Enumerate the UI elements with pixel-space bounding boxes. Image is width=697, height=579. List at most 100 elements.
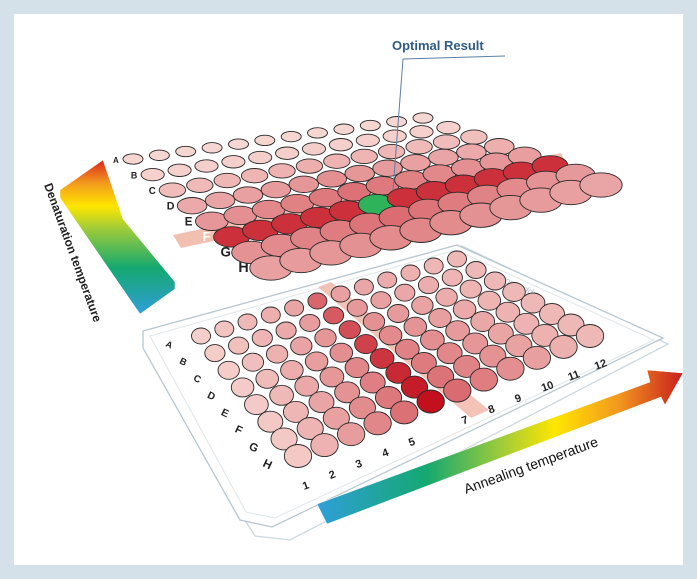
bottom-well-A11 (423, 257, 444, 275)
top-well-B12 (436, 120, 461, 135)
bottom-well-C2 (241, 352, 265, 372)
annealing-arrow-shape (316, 369, 683, 525)
top-well-C3 (213, 172, 241, 189)
bottom-column-label-6: 6 (434, 425, 444, 438)
top-well-C8 (350, 148, 378, 165)
figure-svg: Denaturation temperature eppendorf ABCDE… (41, 38, 683, 541)
top-well-A7 (280, 130, 302, 143)
top-well-C6 (295, 158, 324, 174)
bottom-row-label-E: E (219, 406, 230, 420)
bottom-well-D4 (304, 351, 329, 372)
top-well-D4 (260, 180, 292, 199)
bottom-column-label-11: 11 (566, 368, 581, 383)
bottom-well-A2 (214, 320, 235, 338)
top-well-A2 (148, 149, 170, 161)
bottom-well-A7 (330, 285, 351, 303)
top-plate-wells (122, 112, 623, 281)
bottom-well-F8 (436, 342, 463, 365)
bottom-well-C3 (265, 344, 289, 364)
top-well-A4 (201, 142, 223, 154)
bottom-plate-rim (149, 249, 656, 519)
bottom-column-label-2: 2 (327, 469, 337, 482)
bottom-well-H4 (363, 411, 392, 436)
top-well-A11 (386, 116, 408, 128)
bottom-well-B12 (465, 261, 487, 279)
bottom-well-A3 (237, 313, 258, 331)
bottom-plate-wells (191, 250, 605, 468)
callout-label: Optimal Result (392, 38, 484, 53)
top-row-label-C: C (149, 186, 156, 197)
bottom-well-G4 (348, 396, 376, 420)
bottom-well-B2 (228, 336, 250, 355)
bottom-well-E3 (294, 375, 320, 397)
bottom-well-H10 (522, 345, 552, 370)
bottom-well-G6 (400, 375, 429, 399)
bottom-well-B10 (417, 276, 440, 295)
bottom-row-label-F: F (233, 424, 244, 438)
bottom-well-B9 (394, 283, 416, 302)
top-row-label-D: D (167, 201, 175, 213)
bottom-well-E1 (244, 394, 269, 416)
bottom-well-B6 (323, 306, 345, 325)
top-well-C11 (432, 134, 461, 150)
top-well-D3 (232, 186, 264, 204)
bottom-well-G1 (270, 427, 298, 451)
bottom-well-H9 (496, 356, 525, 381)
top-well-A12 (412, 112, 434, 124)
top-well-A3 (175, 145, 197, 158)
bottom-column-label-12: 12 (593, 357, 609, 372)
bottom-well-C1 (217, 360, 240, 380)
bottom-well-A9 (377, 271, 398, 289)
top-well-C10 (405, 139, 433, 155)
top-well-A9 (333, 123, 355, 135)
bottom-column-label-8: 8 (487, 403, 497, 416)
bottom-row-label-B: B (178, 355, 189, 368)
bottom-row-label-A: A (164, 339, 175, 351)
bottom-well-A10 (400, 264, 421, 282)
bottom-well-D10 (452, 299, 477, 320)
bottom-well-E6 (369, 347, 395, 369)
top-well-B6 (275, 146, 300, 160)
bottom-well-C4 (290, 336, 313, 356)
top-well-A5 (228, 138, 249, 150)
bottom-well-E11 (495, 301, 521, 323)
bottom-well-F1 (257, 410, 284, 433)
bottom-well-H5 (390, 400, 419, 425)
top-well-B8 (328, 138, 353, 152)
bottom-column-label-4: 4 (381, 446, 392, 460)
bottom-well-H3 (336, 422, 366, 447)
top-well-A1 (122, 153, 144, 165)
denaturation-gradient-arrow: Denaturation temperature (41, 159, 176, 324)
top-well-C12 (460, 129, 488, 145)
bottom-well-A6 (307, 292, 328, 310)
top-row-label-H: H (238, 260, 248, 276)
bottom-well-E2 (269, 384, 294, 406)
bottom-well-F4 (334, 381, 361, 404)
bottom-well-A1 (191, 327, 211, 345)
bottom-well-C9 (411, 295, 434, 315)
bottom-well-H7 (443, 378, 472, 403)
bottom-well-B5 (299, 313, 321, 332)
top-well-D1 (176, 197, 208, 215)
bottom-well-D7 (378, 325, 403, 346)
bottom-well-C5 (314, 328, 337, 348)
bottom-well-B11 (441, 268, 463, 287)
bottom-well-F2 (282, 400, 309, 423)
bottom-well-C11 (459, 279, 482, 299)
bottom-well-D8 (403, 316, 428, 337)
bottom-well-E10 (470, 311, 496, 332)
top-well-B1 (140, 167, 165, 182)
bottom-column-label-1: 1 (301, 479, 311, 492)
bottom-well-D11 (477, 290, 502, 311)
top-well-C2 (186, 177, 214, 193)
top-row-label-F: F (203, 230, 211, 244)
bottom-well-G3 (322, 406, 350, 430)
bottom-column-label-7: 7 (460, 414, 470, 427)
bottom-well-D1 (230, 377, 255, 398)
bottom-well-H2 (310, 433, 339, 458)
bottom-well-D5 (329, 342, 354, 363)
top-well-D7 (344, 164, 375, 183)
top-row-label-B: B (131, 171, 137, 181)
